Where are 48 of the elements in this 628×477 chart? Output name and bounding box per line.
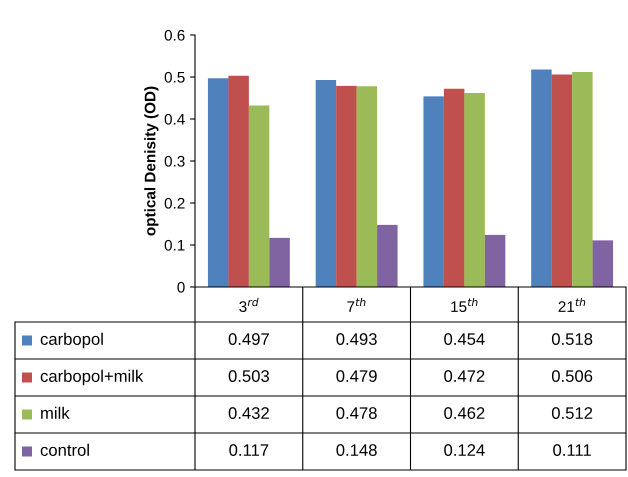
data-label: 0.479 [336, 370, 377, 382]
bar [552, 74, 572, 287]
bar [377, 224, 398, 287]
y-tick-label: 0.4 [164, 114, 185, 125]
bar [464, 92, 485, 287]
data-label: 0.472 [444, 370, 484, 382]
y-axis-title: optical Denisity (OD) [144, 86, 158, 236]
bar [444, 88, 464, 287]
bar [208, 78, 228, 287]
x-tick-label: 15$^{th}$ [451, 298, 478, 312]
bar [316, 80, 336, 287]
data-label: 0.124 [444, 444, 485, 456]
data-label: 0.497 [228, 333, 269, 345]
y-tick-label: 0.6 [164, 30, 185, 41]
data-label: 0.111 [553, 444, 591, 456]
legend-label: carbopol [40, 332, 103, 348]
bar [356, 86, 378, 287]
legend-label: milk [41, 406, 70, 419]
data-label: 0.506 [552, 370, 592, 382]
y-tick-label: 0.5 [164, 72, 185, 83]
bar [531, 69, 552, 287]
data-label: 0.454 [444, 333, 485, 345]
legend-label: carbopol+milk [40, 370, 144, 386]
data-label: 0.512 [552, 407, 592, 419]
y-tick-label: 0 [177, 282, 185, 293]
y-tick-label: 0.3 [164, 156, 185, 167]
bar [484, 234, 506, 287]
x-tick-label: 7$^{th}$ [347, 298, 366, 312]
bar [336, 86, 357, 287]
data-label: 0.493 [336, 333, 377, 345]
x-tick-label: 21$^{th}$ [558, 298, 586, 312]
data-label: 0.518 [552, 333, 592, 345]
bar [248, 106, 270, 287]
data-label: 0.462 [444, 407, 484, 419]
bar [423, 96, 444, 287]
x-tick-label: 3$^{rd}$ [239, 298, 259, 312]
data-label: 0.432 [228, 407, 269, 419]
y-tick-label: 0.2 [164, 198, 185, 209]
bar [228, 76, 249, 287]
data-label: 0.148 [336, 444, 377, 456]
bar [572, 72, 593, 287]
data-label: 0.503 [228, 370, 269, 382]
bar [269, 238, 290, 287]
legend-label: control [40, 444, 89, 456]
bar [592, 240, 614, 287]
data-label: 0.117 [229, 444, 268, 456]
y-tick-label: 0.1 [164, 240, 185, 251]
data-label: 0.478 [336, 407, 377, 419]
